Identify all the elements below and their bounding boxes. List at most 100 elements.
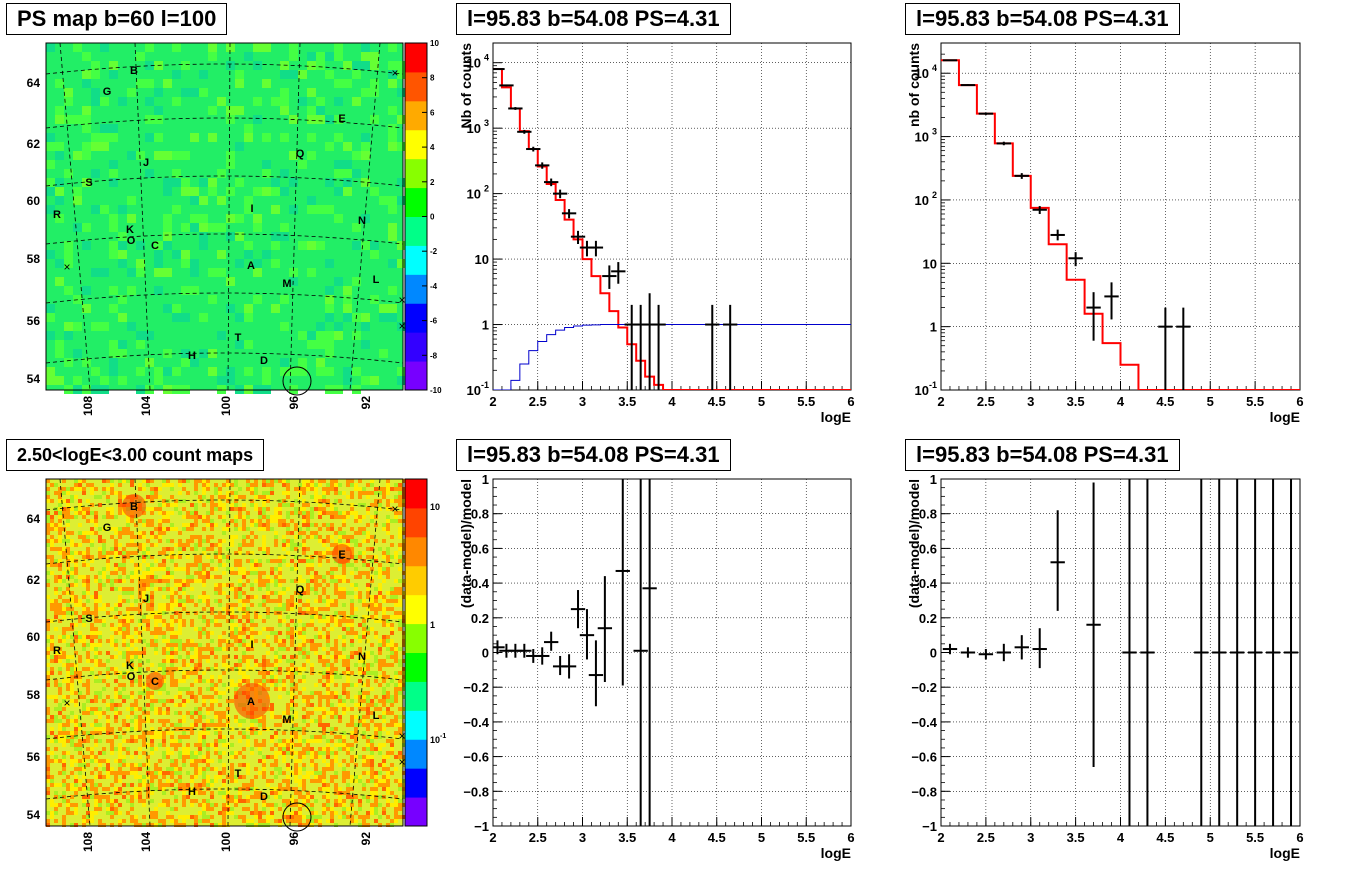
sky-pixel [127,196,136,205]
sky-pixel [390,543,394,547]
sky-pixel [326,559,330,563]
x-tick-label: 2.5 [977,830,995,845]
sky-pixel [234,571,238,575]
sky-pixel [46,623,50,627]
sky-pixel [194,523,198,527]
sky-pixel [271,205,280,214]
sky-pixel [78,747,82,751]
sky-pixel [46,671,50,675]
sky-pixel [214,723,218,727]
sky-pixel [166,643,170,647]
source-label-G: G [103,86,112,98]
sky-pixel [343,142,352,151]
sky-pixel [58,635,62,639]
sky-pixel [306,535,310,539]
sky-pixel [170,623,174,627]
sky-pixel [354,695,358,699]
sky-pixel [386,647,390,651]
sky-pixel [352,367,361,376]
sky-pixel [130,519,134,523]
colorbar-swatch [405,274,427,303]
sky-pixel [388,43,397,52]
sky-pixel [118,579,122,583]
sky-pixel [334,675,338,679]
sky-pixel [270,627,274,631]
sky-pixel [142,535,146,539]
sky-pixel [166,699,170,703]
sky-pixel [274,667,278,671]
sky-pixel [126,763,130,767]
sky-pixel [174,635,178,639]
sky-pixel [202,703,206,707]
sky-pixel [54,559,58,563]
sky-pixel [326,639,330,643]
sky-pixel [206,767,210,771]
sky-pixel [102,679,106,683]
sky-pixel [150,583,154,587]
sky-pixel [346,771,350,775]
sky-pixel [190,196,199,205]
sky-pixel [118,531,122,535]
sky-pixel [250,719,254,723]
sky-pixel [174,763,178,767]
sky-pixel [250,723,254,727]
sky-pixel [282,543,286,547]
sky-pixel [310,771,314,775]
sky-pixel [352,331,361,340]
sky-pixel [118,376,127,385]
sky-pixel [274,763,278,767]
sky-pixel [370,751,374,755]
sky-pixel [202,771,206,775]
sky-pixel [342,627,346,631]
sky-pixel [106,767,110,771]
sky-pixel [250,623,254,627]
sky-pixel [190,515,194,519]
sky-pixel [118,495,122,499]
sky-pixel [106,567,110,571]
sky-pixel [350,507,354,511]
sky-pixel [218,603,222,607]
y-tick-exponent: 3 [484,118,489,128]
sky-pixel [170,527,174,531]
sky-pixel [166,483,170,487]
sky-pixel [194,707,198,711]
sky-pixel [50,607,54,611]
sky-pixel [170,647,174,651]
sky-pixel [322,487,326,491]
sky-pixel [166,567,170,571]
sky-pixel [394,555,398,559]
sky-pixel [286,691,290,695]
sky-pixel [246,615,250,619]
sky-pixel [150,499,154,503]
sky-pixel [214,623,218,627]
sky-pixel [106,763,110,767]
sky-pixel [210,507,214,511]
sky-pixel [58,507,62,511]
sky-pixel [55,376,64,385]
sky-pixel [118,567,122,571]
sky-pixel [102,539,106,543]
data-point [1122,479,1136,826]
sky-pixel [82,487,86,491]
sky-pixel [106,727,110,731]
sky-pixel [154,623,158,627]
sky-pixel [78,523,82,527]
sky-pixel [354,683,358,687]
sky-pixel [122,527,126,531]
sky-pixel [170,763,174,767]
sky-pixel [102,583,106,587]
sky-pixel [182,747,186,751]
sky-pixel [226,743,230,747]
sky-pixel [306,579,310,583]
sky-pixel [338,575,342,579]
sky-pixel [217,196,226,205]
sky-pixel [182,731,186,735]
sky-pixel [46,651,50,655]
sky-pixel [334,214,343,223]
sky-pixel [194,487,198,491]
sky-pixel [334,587,338,591]
sky-pixel [62,727,66,731]
sky-pixel [94,611,98,615]
sky-pixel [150,523,154,527]
sky-pixel [238,487,242,491]
